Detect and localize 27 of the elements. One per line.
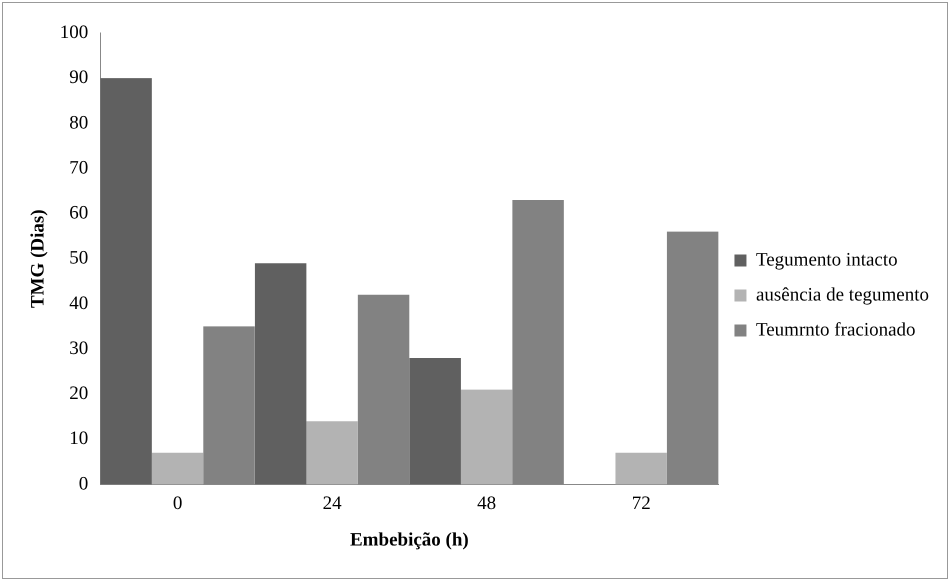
bar — [254, 263, 306, 484]
x-axis-title: Embebição (h) — [350, 530, 469, 551]
bar — [100, 78, 152, 484]
bar — [409, 358, 461, 484]
legend-label: Teumrnto fracionado — [756, 319, 916, 340]
bar — [152, 452, 204, 484]
y-tick-label: 20 — [69, 383, 88, 404]
y-tick-label: 100 — [60, 22, 88, 43]
y-tick-label: 50 — [69, 248, 88, 269]
bar — [460, 390, 512, 484]
legend-label: ausência de tegumento — [756, 284, 930, 306]
y-tick-label: 0 — [78, 473, 88, 494]
x-tick-label: 48 — [477, 492, 496, 514]
x-tick-label: 72 — [632, 492, 651, 514]
y-tick-label: 80 — [69, 112, 88, 134]
x-tick-label: 24 — [322, 492, 342, 514]
legend-label: Tegumento intacto — [756, 249, 898, 270]
x-tick-label: 0 — [172, 492, 182, 514]
y-axis-title: TMG (Dias) — [27, 209, 48, 308]
y-tick-label: 30 — [69, 338, 88, 359]
bar — [615, 452, 667, 484]
y-tick-label: 40 — [69, 292, 88, 314]
y-tick-label: 90 — [69, 67, 88, 88]
bar — [306, 421, 358, 484]
y-tick-label: 70 — [69, 157, 88, 178]
y-tick-label: 10 — [69, 428, 88, 450]
y-tick-label: 60 — [69, 202, 88, 224]
